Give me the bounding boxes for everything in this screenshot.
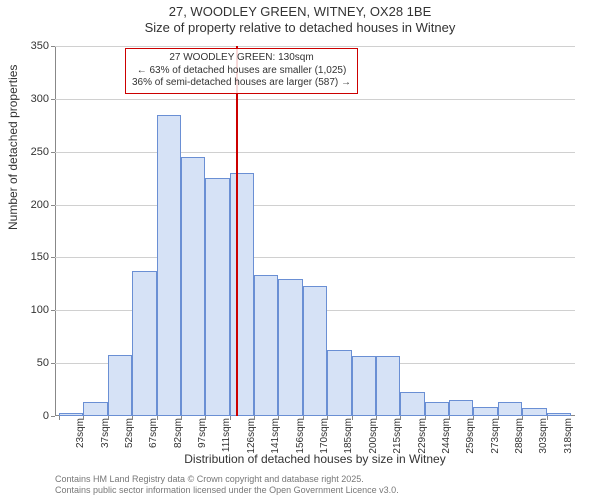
x-tick-label: 185sqm	[343, 416, 354, 454]
x-tickmark	[498, 416, 499, 420]
x-tick-label: 82sqm	[173, 416, 184, 448]
x-tickmark	[400, 416, 401, 420]
x-tick-label: 273sqm	[490, 416, 501, 454]
gridline	[55, 152, 575, 153]
callout-line: 27 WOODLEY GREEN: 130sqm	[132, 52, 351, 65]
x-tickmark	[547, 416, 548, 420]
attribution-footer: Contains HM Land Registry data © Crown c…	[55, 474, 399, 496]
callout-line: 36% of semi-detached houses are larger (…	[132, 77, 351, 90]
histogram-bar	[425, 402, 449, 416]
x-tick-label: 97sqm	[197, 416, 208, 448]
x-tick-label: 156sqm	[295, 416, 306, 454]
histogram-bar	[108, 355, 132, 416]
callout-box: 27 WOODLEY GREEN: 130sqm← 63% of detache…	[125, 48, 358, 94]
histogram-bar	[522, 408, 546, 416]
x-tickmark	[278, 416, 279, 420]
x-tickmark	[522, 416, 523, 420]
histogram-bar	[205, 178, 229, 416]
histogram-bar	[473, 407, 497, 417]
x-tickmark	[205, 416, 206, 420]
x-tickmark	[449, 416, 450, 420]
histogram-bar	[376, 356, 400, 416]
x-tickmark	[157, 416, 158, 420]
x-tick-label: 259sqm	[465, 416, 476, 454]
x-tickmark	[181, 416, 182, 420]
x-tick-label: 111sqm	[221, 416, 232, 452]
x-tickmark	[376, 416, 377, 420]
x-tickmark	[352, 416, 353, 420]
x-tick-label: 229sqm	[417, 416, 428, 454]
histogram-bar	[449, 400, 473, 416]
histogram-bar	[157, 115, 181, 416]
callout-line: ← 63% of detached houses are smaller (1,…	[132, 65, 351, 78]
histogram-bar	[254, 275, 278, 416]
x-tickmark	[425, 416, 426, 420]
y-tick-label: 250	[9, 146, 55, 158]
y-tick-label: 300	[9, 93, 55, 105]
x-tick-label: 37sqm	[100, 416, 111, 448]
x-tick-label: 303sqm	[538, 416, 549, 454]
x-tickmark	[303, 416, 304, 420]
x-tick-label: 215sqm	[392, 416, 403, 454]
x-tick-label: 141sqm	[270, 416, 281, 454]
gridline	[55, 46, 575, 47]
footer-line-1: Contains HM Land Registry data © Crown c…	[55, 474, 399, 485]
x-tick-label: 126sqm	[246, 416, 257, 454]
y-tick-label: 150	[9, 251, 55, 263]
chart-title: 27, WOODLEY GREEN, WITNEY, OX28 1BE Size…	[0, 0, 600, 37]
gridline	[55, 99, 575, 100]
y-tick-label: 50	[9, 357, 55, 369]
histogram-bar	[303, 286, 327, 416]
histogram-bar	[352, 356, 376, 416]
y-tick-label: 200	[9, 199, 55, 211]
histogram-bar	[327, 350, 351, 416]
title-line-2: Size of property relative to detached ho…	[0, 20, 600, 36]
chart-container: 27, WOODLEY GREEN, WITNEY, OX28 1BE Size…	[0, 0, 600, 500]
x-tickmark	[83, 416, 84, 420]
histogram-bar	[498, 402, 522, 416]
x-tickmark	[132, 416, 133, 420]
x-axis-label: Distribution of detached houses by size …	[55, 452, 575, 466]
histogram-bar	[230, 173, 254, 416]
plot-area: 05010015020025030035023sqm37sqm52sqm67sq…	[55, 46, 575, 416]
x-tickmark	[108, 416, 109, 420]
histogram-bar	[132, 271, 156, 416]
title-line-1: 27, WOODLEY GREEN, WITNEY, OX28 1BE	[0, 4, 600, 20]
x-tickmark	[59, 416, 60, 420]
x-tickmark	[230, 416, 231, 420]
x-tick-label: 244sqm	[441, 416, 452, 454]
gridline	[55, 205, 575, 206]
x-tickmark	[473, 416, 474, 420]
reference-line	[236, 46, 238, 416]
y-tick-label: 100	[9, 304, 55, 316]
footer-line-2: Contains public sector information licen…	[55, 485, 399, 496]
x-tickmark	[327, 416, 328, 420]
y-tick-label: 0	[9, 410, 55, 422]
histogram-bar	[83, 402, 107, 416]
histogram-bar	[181, 157, 205, 416]
x-tick-label: 23sqm	[75, 416, 86, 448]
y-tick-label: 350	[9, 40, 55, 52]
y-axis-line	[55, 46, 56, 416]
x-tick-label: 170sqm	[319, 416, 330, 454]
x-tickmark	[254, 416, 255, 420]
histogram-bar	[278, 279, 302, 416]
x-tick-label: 67sqm	[148, 416, 159, 448]
x-tick-label: 52sqm	[124, 416, 135, 448]
gridline	[55, 257, 575, 258]
x-tick-label: 200sqm	[368, 416, 379, 454]
histogram-bar	[400, 392, 424, 416]
x-tick-label: 318sqm	[563, 416, 574, 454]
x-tick-label: 288sqm	[514, 416, 525, 454]
